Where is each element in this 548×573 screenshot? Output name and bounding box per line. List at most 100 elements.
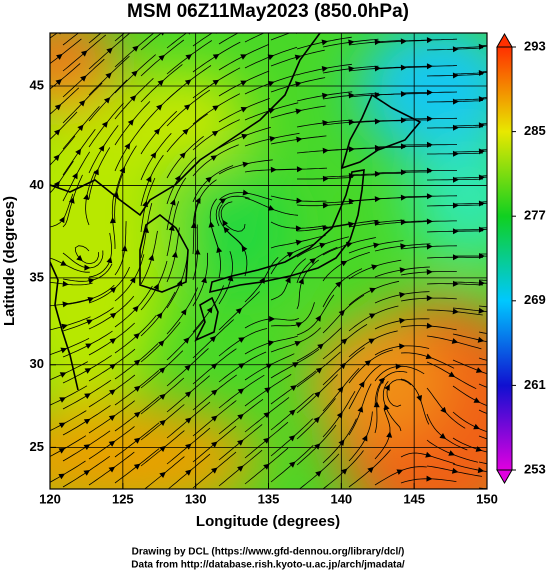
streamline-arrow bbox=[267, 204, 275, 211]
streamline-arrow bbox=[531, 357, 537, 363]
streamline-arrow bbox=[159, 393, 166, 400]
streamline-arrow bbox=[103, 97, 111, 104]
streamline-arrow bbox=[530, 90, 536, 96]
streamline-arrow bbox=[150, 151, 157, 159]
coastline bbox=[194, 296, 219, 342]
streamline-arrow bbox=[425, 451, 432, 458]
colorbar-extend bbox=[496, 469, 513, 485]
streamline-arrow bbox=[156, 312, 163, 319]
streamline-arrow bbox=[55, 79, 63, 86]
streamline-arrow bbox=[210, 155, 218, 162]
streamline-arrow bbox=[348, 65, 355, 72]
streamline-arrow bbox=[426, 218, 433, 225]
streamline-arrow bbox=[296, 197, 303, 204]
x-tick-label: 130 bbox=[185, 491, 207, 506]
streamline-arrow bbox=[426, 268, 433, 275]
streamline-arrow bbox=[531, 248, 537, 254]
streamline-arrow bbox=[240, 80, 248, 86]
x-tick-label: 120 bbox=[39, 491, 61, 506]
streamline-arrow bbox=[93, 168, 99, 176]
streamline-arrow bbox=[371, 264, 378, 271]
streamline-arrow bbox=[206, 306, 213, 314]
streamline-arrow bbox=[145, 175, 152, 183]
streamline-arrow bbox=[285, 276, 291, 284]
streamline-arrow bbox=[60, 347, 68, 354]
streamline-arrow bbox=[237, 439, 244, 446]
streamline-arrow bbox=[133, 385, 141, 392]
streamline-arrow bbox=[416, 395, 422, 402]
streamline-arrow bbox=[400, 194, 407, 201]
streamline-arrow bbox=[426, 167, 433, 174]
streamline-arrow bbox=[426, 63, 433, 70]
streamline-arrow bbox=[531, 275, 537, 281]
streamline-arrow bbox=[184, 364, 191, 371]
streamline-arrow bbox=[84, 368, 92, 374]
streamline-arrow bbox=[286, 252, 294, 258]
x-tick-label: 140 bbox=[330, 491, 352, 506]
streamline-arrow bbox=[313, 416, 320, 424]
colorbar-label: 285 bbox=[524, 123, 546, 138]
y-tick-label: 25 bbox=[30, 439, 44, 454]
streamline-arrow bbox=[109, 286, 117, 294]
streamline-arrow bbox=[426, 475, 433, 482]
colorbar-label: 253 bbox=[524, 461, 546, 476]
streamline-arrow bbox=[60, 260, 68, 266]
streamline bbox=[505, 482, 548, 486]
y-tick-label: 30 bbox=[30, 356, 44, 371]
streamline-arrow bbox=[211, 130, 219, 137]
streamline-arrow bbox=[242, 189, 250, 196]
colorbar bbox=[496, 46, 513, 471]
streamline-arrow bbox=[296, 136, 303, 143]
streamline-arrow bbox=[530, 142, 536, 148]
streamline-arrow bbox=[294, 54, 302, 61]
streamline-arrow bbox=[373, 401, 380, 408]
streamline-arrow bbox=[153, 128, 161, 135]
streamline-arrow bbox=[109, 338, 117, 345]
streamline-arrow bbox=[348, 198, 355, 205]
y-tick-label: 45 bbox=[30, 77, 44, 92]
streamline bbox=[114, 33, 125, 42]
streamline-arrow bbox=[109, 363, 116, 370]
streamline bbox=[244, 33, 265, 43]
streamline-arrow bbox=[531, 483, 537, 489]
streamline-arrow bbox=[478, 307, 485, 314]
streamline-arrow bbox=[505, 487, 511, 493]
streamline-arrow bbox=[530, 116, 536, 122]
streamline-arrow bbox=[132, 305, 139, 313]
streamline-arrow bbox=[426, 89, 433, 96]
streamline-arrow bbox=[296, 166, 303, 173]
streamline-arrow bbox=[263, 437, 270, 444]
streamline-arrow bbox=[85, 343, 92, 349]
streamline-arrow bbox=[383, 403, 390, 411]
streamline-arrow bbox=[53, 180, 60, 188]
streamline bbox=[140, 33, 163, 51]
streamline-arrow bbox=[530, 410, 536, 416]
streamline bbox=[427, 492, 483, 495]
streamline-arrow bbox=[80, 50, 88, 57]
streamline-arrow bbox=[531, 329, 537, 335]
streamline-arrow bbox=[315, 470, 322, 477]
streamline-arrow bbox=[58, 422, 66, 429]
streamline-arrow bbox=[88, 278, 95, 284]
streamline-arrow bbox=[384, 384, 390, 391]
chart-title: MSM 06Z11May2023 (850.0hPa) bbox=[127, 1, 409, 22]
streamline-arrow bbox=[357, 405, 364, 413]
streamline-arrow bbox=[109, 312, 117, 319]
streamline-arrow bbox=[426, 295, 433, 302]
streamline-arrow bbox=[374, 39, 381, 46]
x-tick-label: 150 bbox=[476, 491, 498, 506]
streamline-arrow bbox=[473, 423, 480, 430]
colorbar-label: 261 bbox=[524, 377, 546, 392]
streamline-arrow bbox=[131, 70, 138, 77]
x-tick-label: 125 bbox=[112, 491, 134, 506]
streamline-arrow bbox=[364, 360, 372, 367]
plot-frame bbox=[49, 32, 488, 490]
streamline-arrow bbox=[133, 359, 141, 366]
streamline-arrow bbox=[269, 315, 276, 322]
streamline-arrow bbox=[212, 54, 220, 60]
footer-line: Drawing by DCL (https://www.gfd-dennou.o… bbox=[132, 547, 405, 558]
y-tick-label: 40 bbox=[30, 177, 44, 192]
coastline bbox=[50, 261, 79, 391]
colorbar-label: 293 bbox=[524, 38, 546, 53]
